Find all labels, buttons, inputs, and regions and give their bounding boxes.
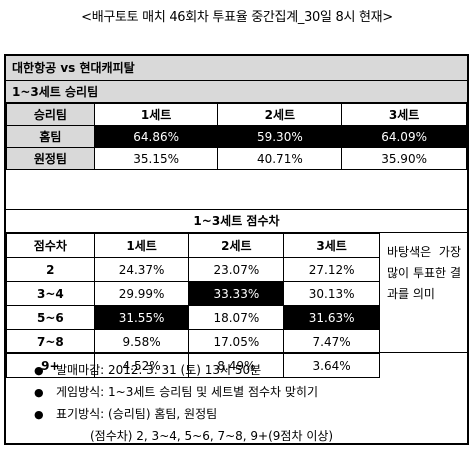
cell-value: 24.37% [93, 257, 190, 282]
column-header: 2세트 [188, 233, 285, 258]
page-title: <배구토토 매치 46회차 투표율 중간집계_30일 8시 현재> [81, 10, 393, 25]
column-header: 2세트 [217, 103, 343, 126]
cell-value: 31.63% [283, 305, 380, 330]
notes-section: ● 발매마감: 2012. 3. 31 (토) 13시 50분 ● 게임방식: 1~… [6, 352, 467, 445]
corner-cell: 점수차 [6, 233, 95, 258]
column-header: 1세트 [93, 103, 219, 126]
cell-value: 7.47% [283, 329, 380, 354]
summary-box: 대한항공 vs 현대캐피탈 1~3세트 승리팀 승리팀 1세트 2세트 3세트 … [4, 54, 469, 445]
match-header: 대한항공 vs 현대캐피탈 [6, 56, 467, 81]
note-item: ● 게임방식: 1~3세트 승리팀 및 세트별 점수차 맞히기 [34, 383, 318, 400]
cell-value: 31.55% [93, 305, 190, 330]
table-row: 홈팀 64.86% 59.30% 64.09% [6, 125, 467, 148]
table-row: 원정팀 35.15% 40.71% 35.90% [6, 147, 467, 170]
row-label: 7~8 [6, 329, 95, 354]
table-row: 점수차 1세트 2세트 3세트 [6, 233, 380, 258]
highlight-legend: 바탕색은 가장 많이 투표한 결과를 의미 [387, 245, 461, 301]
bullet-icon: ● [34, 408, 44, 421]
note-item: ● 발매마감: 2012. 3. 31 (토) 13시 50분 [34, 361, 261, 378]
row-label: 5~6 [6, 305, 95, 330]
column-header: 3세트 [341, 103, 467, 126]
bullet-icon: ● [34, 364, 44, 377]
cell-value: 30.13% [283, 281, 380, 306]
cell-value: 8.49% [188, 353, 285, 378]
cell-value: 4.52% [93, 353, 190, 378]
cell-value: 29.99% [93, 281, 190, 306]
column-header: 1세트 [93, 233, 190, 258]
row-label: 9+ [6, 353, 95, 378]
cell-value: 18.07% [188, 305, 285, 330]
table-row: 승리팀 1세트 2세트 3세트 [6, 103, 467, 126]
section2-header: 1~3세트 점수차 [6, 209, 467, 233]
corner-cell: 승리팀 [6, 103, 95, 126]
cell-value: 9.58% [93, 329, 190, 354]
row-label: 원정팀 [6, 147, 95, 170]
score-diff-table: 점수차 1세트 2세트 3세트 2 24.37% 23.07% 27.12% 3… [6, 233, 380, 378]
cell-value: 33.33% [188, 281, 285, 306]
cell-value: 3.64% [283, 353, 380, 378]
note-item: ● 표기방식: (승리팀) 홈팀, 원정팀 [34, 405, 217, 422]
note-text: 게임방식: 1~3세트 승리팀 및 세트별 점수차 맞히기 [56, 385, 319, 399]
cell-value: 64.09% [341, 125, 467, 148]
cell-value: 59.30% [217, 125, 343, 148]
note-text: 발매마감: 2012. 3. 31 (토) 13시 50분 [56, 363, 262, 377]
cell-value: 64.86% [93, 125, 219, 148]
section1-header: 1~3세트 승리팀 [6, 81, 467, 103]
table-row: 7~8 9.58% 17.05% 7.47% [6, 329, 380, 354]
cell-value: 17.05% [188, 329, 285, 354]
table-row: 9+ 4.52% 8.49% 3.64% [6, 353, 380, 378]
bullet-icon: ● [34, 386, 44, 399]
note-subline: (점수차) 2, 3~4, 5~6, 7~8, 9+(9점차 이상) [90, 429, 334, 443]
table-row: 2 24.37% 23.07% 27.12% [6, 257, 380, 282]
row-label: 2 [6, 257, 95, 282]
row-label: 홈팀 [6, 125, 95, 148]
winner-table: 승리팀 1세트 2세트 3세트 홈팀 64.86% 59.30% 64.09% … [6, 103, 467, 170]
cell-value: 35.90% [341, 147, 467, 170]
cell-value: 23.07% [188, 257, 285, 282]
cell-value: 35.15% [93, 147, 219, 170]
row-label: 3~4 [6, 281, 95, 306]
note-text: 표기방식: (승리팀) 홈팀, 원정팀 [56, 407, 218, 421]
cell-value: 27.12% [283, 257, 380, 282]
cell-value: 40.71% [217, 147, 343, 170]
column-header: 3세트 [283, 233, 380, 258]
table-row: 3~4 29.99% 33.33% 30.13% [6, 281, 380, 306]
table-row: 5~6 31.55% 18.07% 31.63% [6, 305, 380, 330]
